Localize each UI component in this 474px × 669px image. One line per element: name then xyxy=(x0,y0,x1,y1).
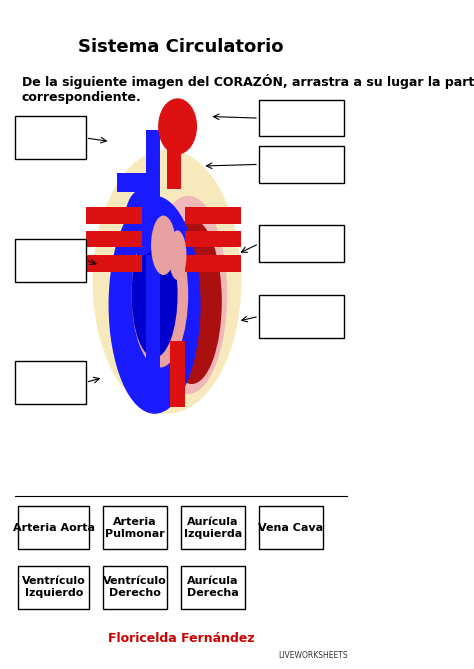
FancyBboxPatch shape xyxy=(259,506,323,549)
Ellipse shape xyxy=(109,196,201,414)
Text: Aurícula
Izquierda: Aurícula Izquierda xyxy=(184,517,242,539)
FancyBboxPatch shape xyxy=(15,239,86,282)
FancyBboxPatch shape xyxy=(259,100,344,136)
Text: Sistema Circulatorio: Sistema Circulatorio xyxy=(78,38,284,56)
Text: Arteria Aorta: Arteria Aorta xyxy=(13,522,95,533)
Ellipse shape xyxy=(132,222,188,367)
Ellipse shape xyxy=(125,189,160,255)
Polygon shape xyxy=(185,231,241,248)
Polygon shape xyxy=(146,130,160,215)
FancyBboxPatch shape xyxy=(181,566,245,609)
FancyBboxPatch shape xyxy=(103,506,167,549)
Text: LIVEWORKSHEETS: LIVEWORKSHEETS xyxy=(278,650,347,660)
Polygon shape xyxy=(86,207,142,223)
Polygon shape xyxy=(118,173,160,193)
FancyBboxPatch shape xyxy=(259,225,344,262)
Ellipse shape xyxy=(169,230,186,280)
Text: Ventrículo
Izquierdo: Ventrículo Izquierdo xyxy=(22,577,86,598)
FancyBboxPatch shape xyxy=(259,147,344,183)
Text: De la siguiente imagen del CORAZÓN, arrastra a su lugar la parte
correspondiente: De la siguiente imagen del CORAZÓN, arra… xyxy=(22,74,474,104)
FancyBboxPatch shape xyxy=(18,566,89,609)
FancyBboxPatch shape xyxy=(259,295,344,338)
FancyBboxPatch shape xyxy=(15,116,86,159)
Ellipse shape xyxy=(151,215,176,275)
Ellipse shape xyxy=(92,149,241,414)
Text: Arteria
Pulmonar: Arteria Pulmonar xyxy=(105,517,165,539)
FancyBboxPatch shape xyxy=(103,566,167,609)
Text: Floricelda Fernández: Floricelda Fernández xyxy=(108,632,255,645)
Polygon shape xyxy=(167,123,181,189)
Polygon shape xyxy=(146,255,160,407)
Ellipse shape xyxy=(162,219,222,384)
Polygon shape xyxy=(86,231,142,248)
Ellipse shape xyxy=(149,196,227,394)
Polygon shape xyxy=(171,341,185,407)
FancyBboxPatch shape xyxy=(15,361,86,404)
Text: Vena Cava: Vena Cava xyxy=(258,522,323,533)
Polygon shape xyxy=(86,255,142,272)
Text: Aurícula
Derecha: Aurícula Derecha xyxy=(187,577,239,598)
Text: Ventrículo
Derecho: Ventrículo Derecho xyxy=(103,577,167,598)
Ellipse shape xyxy=(158,98,197,155)
Polygon shape xyxy=(185,255,241,272)
Ellipse shape xyxy=(132,232,178,358)
FancyBboxPatch shape xyxy=(18,506,89,549)
Polygon shape xyxy=(185,207,241,223)
FancyBboxPatch shape xyxy=(181,506,245,549)
